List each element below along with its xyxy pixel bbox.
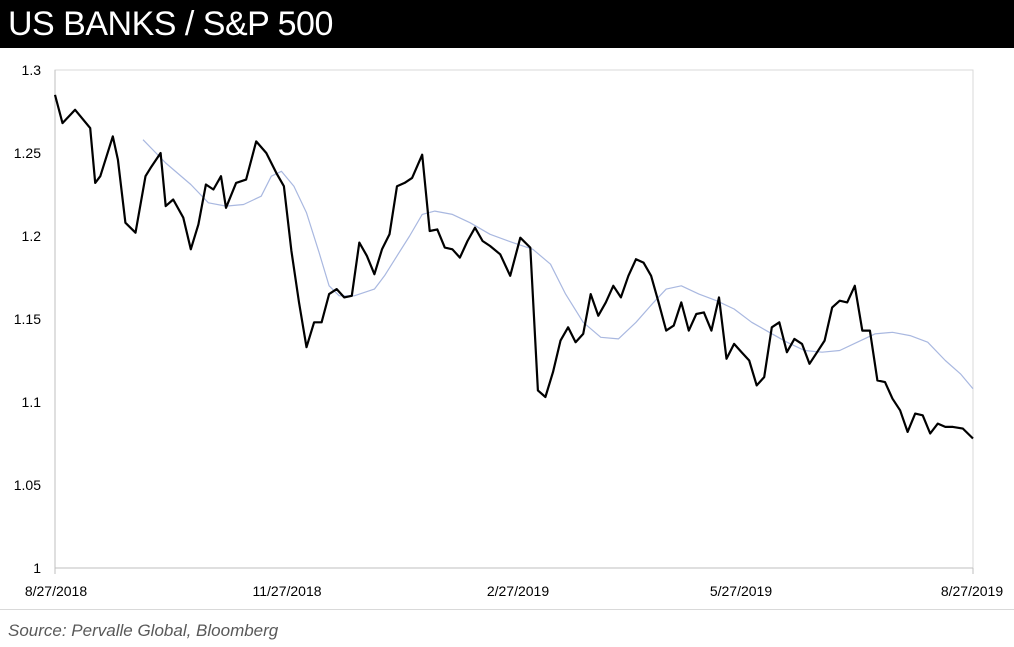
- source-note: Source: Pervalle Global, Bloomberg: [8, 621, 279, 640]
- series-layer: [53, 94, 974, 440]
- x-axis-ticks: 8/27/2018 11/27/2018 2/27/2019 5/27/2019…: [25, 568, 1003, 599]
- y-tick-label: 1.15: [14, 311, 41, 327]
- plot-border: [54, 69, 974, 569]
- moving-average-series-line: [142, 139, 974, 390]
- y-tick-label: 1: [33, 560, 41, 576]
- y-tick-label: 1.2: [22, 228, 42, 244]
- ratio-series-line: [53, 94, 974, 440]
- y-tick-label: 1.25: [14, 145, 41, 161]
- chart-title: US BANKS / S&P 500: [8, 5, 333, 43]
- y-tick-label: 1.1: [22, 394, 42, 410]
- line-chart: 1.3 1.25 1.2 1.15 1.1 1.05 1 8/27/2018 1…: [14, 62, 1004, 599]
- x-tick-label: 5/27/2019: [710, 583, 772, 599]
- plot-area: [54, 69, 974, 569]
- y-tick-label: 1.05: [14, 477, 41, 493]
- x-tick-label: 11/27/2018: [252, 583, 321, 599]
- footer-divider: [0, 609, 1014, 610]
- title-bar: US BANKS / S&P 500: [0, 0, 1014, 48]
- y-axis-ticks: 1.3 1.25 1.2 1.15 1.1 1.05 1: [14, 62, 41, 576]
- x-tick-label: 8/27/2019: [941, 583, 1003, 599]
- y-tick-label: 1.3: [22, 62, 42, 78]
- x-tick-label: 8/27/2018: [25, 583, 87, 599]
- x-tick-label: 2/27/2019: [487, 583, 549, 599]
